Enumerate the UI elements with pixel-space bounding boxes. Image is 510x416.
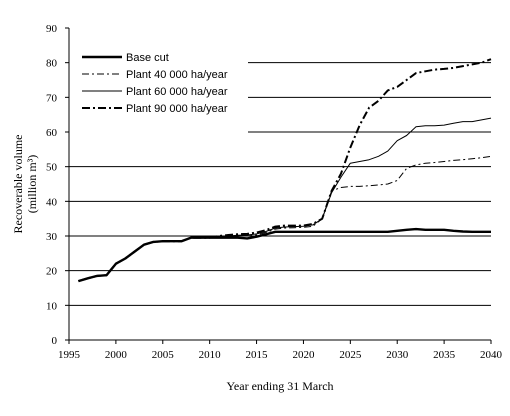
x-tick-label: 1995 xyxy=(58,349,81,361)
legend-label-plant-90000: Plant 90 000 ha/year xyxy=(126,103,228,115)
legend-label-base-cut: Base cut xyxy=(126,52,169,64)
y-tick-labels: 0 10 20 30 40 50 60 70 80 90 xyxy=(46,23,69,347)
y-axis-title-line2: (million m³) xyxy=(25,155,39,214)
gridlines xyxy=(69,62,491,306)
series-line-0 xyxy=(78,227,491,283)
x-tick-labels: 1995 2000 2005 2010 2015 2020 2025 2030 2035 2040 xyxy=(58,340,503,361)
y-tick-label: 10 xyxy=(46,300,58,312)
series-lines xyxy=(78,58,492,283)
y-tick-label: 70 xyxy=(46,92,58,104)
legend-label-plant-60000: Plant 60 000 ha/year xyxy=(126,86,228,98)
y-tick-label: 0 xyxy=(52,335,58,347)
y-tick-label: 30 xyxy=(46,231,58,243)
y-tick-label: 40 xyxy=(46,196,58,208)
axes xyxy=(68,28,491,341)
y-tick-label: 80 xyxy=(46,58,58,70)
x-tick-label: 2040 xyxy=(480,349,503,361)
x-tick-label: 2030 xyxy=(386,349,409,361)
y-tick-label: 60 xyxy=(46,127,58,139)
x-tick-label: 2010 xyxy=(199,349,222,361)
legend-label-plant-40000: Plant 40 000 ha/year xyxy=(126,69,228,81)
x-tick-label: 2005 xyxy=(152,349,175,361)
series-line-2 xyxy=(78,117,492,282)
y-tick-label: 50 xyxy=(46,162,58,174)
x-tick-label: 2000 xyxy=(105,349,128,361)
x-tick-label: 2025 xyxy=(339,349,362,361)
x-tick-label: 2020 xyxy=(292,349,315,361)
series-line-1 xyxy=(78,155,492,282)
x-tick-label: 2015 xyxy=(246,349,269,361)
y-tick-label: 90 xyxy=(46,23,58,35)
x-tick-label: 2035 xyxy=(433,349,456,361)
legend: Base cut Plant 40 000 ha/year Plant 60 0… xyxy=(72,45,247,118)
x-axis-title: Year ending 31 March xyxy=(226,379,333,393)
y-axis-title-line1: Recoverable volume xyxy=(11,135,25,234)
y-tick-label: 20 xyxy=(46,266,58,278)
